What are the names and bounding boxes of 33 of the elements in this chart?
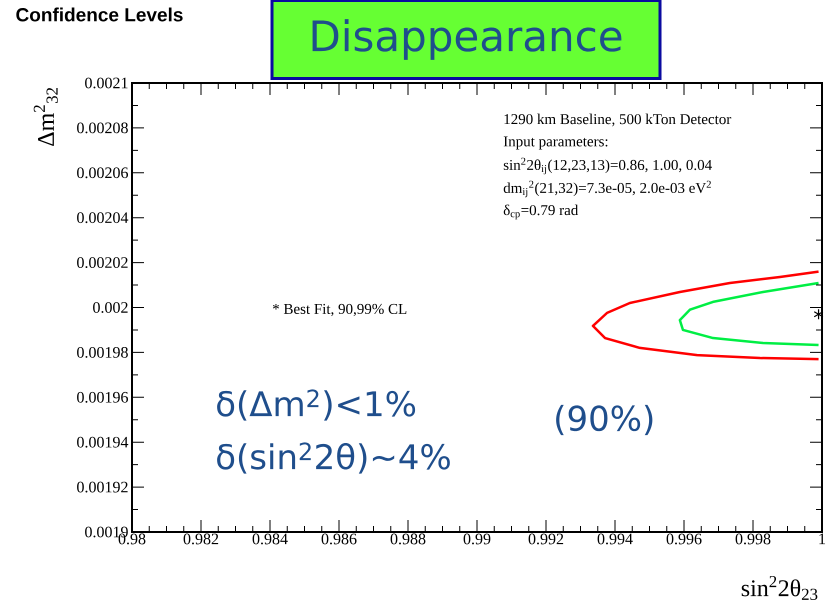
y-tick-label: 0.00194 (77, 436, 128, 448)
y-tick-label: 0.0021 (85, 78, 128, 88)
x-tick-label: 0.986 (322, 534, 357, 544)
annotation: (90%) (556, 404, 652, 436)
annotation: * Best Fit, 90,99% CL (272, 304, 406, 316)
x-tick-label: 0.994 (598, 534, 633, 544)
annotation: δ(sin$^{2}$2θ)~4% (217, 442, 450, 474)
y-tick-label: 0.00198 (77, 346, 128, 358)
x-tick-label: 0.996 (666, 534, 702, 544)
y-tick-label: 0.00208 (77, 122, 128, 134)
chart-subtitle: Disappearance (312, 19, 622, 60)
y-tick-label: 0.00204 (77, 212, 128, 224)
annotation: Input parameters: (504, 136, 608, 150)
y-tick-label: 0.00192 (77, 482, 128, 493)
annotation: 1290 km Baseline, 500 kTon Detector (504, 114, 732, 126)
x-axis-title: sin$^{2}$2θ$_{23}$ (742, 576, 818, 600)
x-tick-label: 0.984 (252, 534, 288, 544)
x-tick-label: 0.99 (464, 534, 490, 544)
y-axis-title: Δm$^{2}$32 (34, 88, 58, 146)
x-tick-label: 0.998 (736, 534, 770, 544)
y-tick-label: 0.00202 (77, 257, 128, 268)
y-tick-label: 0.00206 (77, 167, 128, 178)
chart-title: Confidence Levels (16, 8, 183, 22)
x-tick-label: 0.982 (184, 534, 218, 544)
x-tick-label: 0.992 (528, 534, 564, 544)
y-tick-label: 0.002 (93, 302, 128, 313)
x-tick-label: 1 (819, 534, 826, 544)
annotation: sin$^{2}$2θ$_{ij}$(12,23,13)=0.86, 1.00, 0.04 (504, 158, 712, 174)
annotation: δ(Δm$^{2}$)<1% (217, 389, 416, 421)
y-tick-label: 0.00196 (77, 392, 128, 403)
x-tick-label: 0.988 (390, 534, 426, 544)
annotation: dm$_{ij}$$^{2}$(21,32)=7.3e-05, 2.0e-03 eV$^{2}$ (504, 180, 711, 198)
annotation: δ$_{cp}$=0.79 rad (504, 204, 578, 220)
